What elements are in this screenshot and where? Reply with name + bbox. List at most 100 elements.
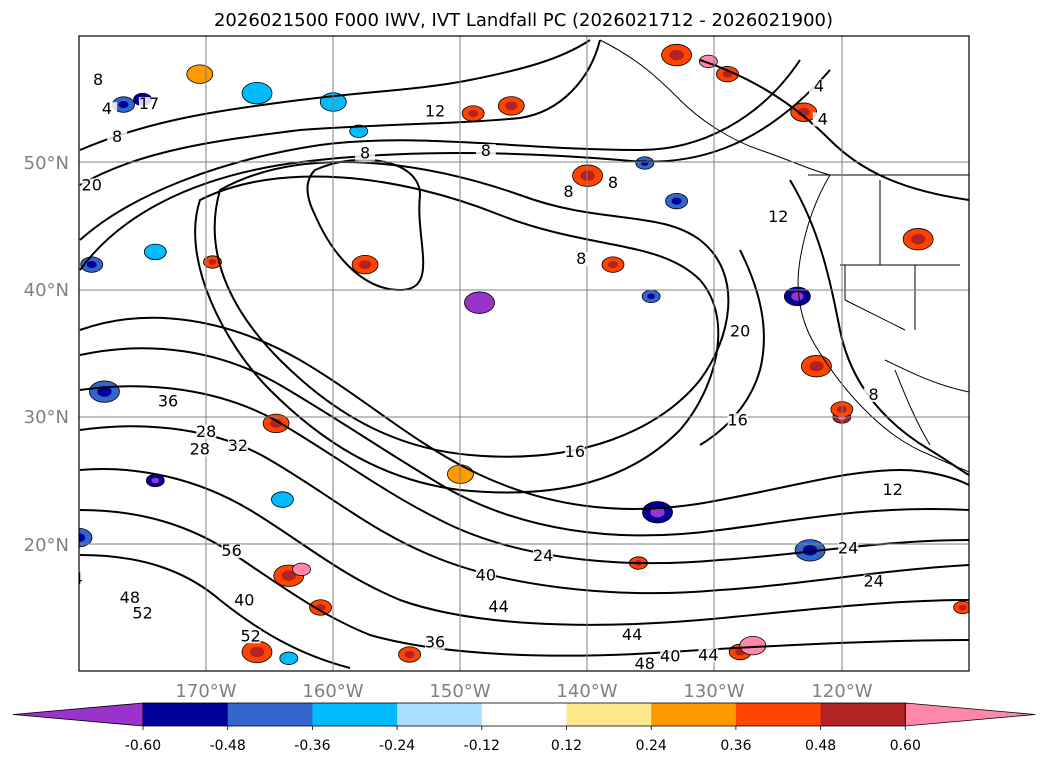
contour-label-background xyxy=(727,413,748,428)
ivt-anomaly-core xyxy=(647,293,655,300)
contour-label: 8 xyxy=(360,144,370,163)
ivt-anomaly-shape xyxy=(241,82,273,105)
contour-label-background xyxy=(119,591,140,606)
ivt-anomaly-core xyxy=(281,570,296,581)
contour-label-background xyxy=(622,627,643,642)
contour-label-background xyxy=(698,648,719,663)
iwv-contour-36-band xyxy=(79,425,969,595)
contour-label-background xyxy=(158,394,178,409)
lat-label-50n: 50°N xyxy=(24,153,69,174)
lat-label-40n: 40°N xyxy=(24,280,69,301)
ivt-anomaly-core xyxy=(468,109,479,118)
latitude-labels: 50°N 40°N 30°N 20°N xyxy=(24,153,69,556)
ivt-anomaly-patch xyxy=(783,286,811,307)
contour-label: 8 xyxy=(869,385,879,404)
contour-label: 56 xyxy=(221,541,241,560)
ivt-anomaly-core xyxy=(650,507,665,518)
contour-label-background xyxy=(425,635,445,650)
contour-label: 8 xyxy=(481,141,491,160)
ivt-anomaly-core xyxy=(151,477,160,484)
ivt-anomaly-core xyxy=(505,101,518,111)
colorbar-tick-label: 0.60 xyxy=(890,738,921,754)
longitude-labels: 170°W 160°W 150°W 140°W 130°W 120°W xyxy=(175,681,872,702)
contour-label-background xyxy=(37,222,57,236)
ivt-anomaly-patch xyxy=(641,289,661,304)
contour-label: 24 xyxy=(863,572,883,591)
ivt-anomaly-patch xyxy=(642,501,673,524)
contour-label: 16 xyxy=(565,442,585,461)
ivt-anomaly-patch xyxy=(349,124,369,138)
ivt-anomaly-patch xyxy=(203,255,222,269)
contour-label: 16 xyxy=(727,410,747,429)
lon-label-170w: 170°W xyxy=(175,681,236,702)
contour-label: 40 xyxy=(660,647,680,666)
contour-label: 28 xyxy=(190,440,210,459)
contour-label-background xyxy=(240,629,261,644)
contour-label: 28 xyxy=(196,422,216,441)
contour-label: 12 xyxy=(768,207,788,226)
colorbar: -0.60 -0.48 -0.36 -0.24 -0.12 0.12 0.24 0.36 0.4… xyxy=(12,702,1036,754)
contour-label-background xyxy=(730,324,751,339)
ivt-anomaly-core xyxy=(791,291,804,301)
contour-label-background xyxy=(812,112,833,127)
iwv-contour-28-band xyxy=(79,347,969,537)
ivt-anomaly-patch xyxy=(461,105,485,122)
ivt-anomaly-shape xyxy=(186,64,214,84)
colorbar-tick-label: -0.36 xyxy=(294,738,330,754)
colorbar-frame xyxy=(142,702,906,727)
contour-label: 36 xyxy=(425,633,445,652)
graticule xyxy=(79,36,969,671)
contour-label: 52 xyxy=(240,626,260,645)
contour-label-background xyxy=(564,445,585,460)
us-mexico-border xyxy=(884,359,969,393)
lon-label-120w: 120°W xyxy=(811,681,872,702)
ivt-anomaly-core xyxy=(608,261,618,269)
iwv-contour-ne xyxy=(699,59,969,201)
colorbar-tick-label: -0.24 xyxy=(379,738,415,754)
ivt-anomaly-patch xyxy=(79,528,93,548)
baja-california xyxy=(894,369,931,446)
colorbar-tick-label: -0.12 xyxy=(464,738,500,754)
ivt-anomaly-patch xyxy=(801,355,832,378)
ivt-anomaly-core xyxy=(297,566,306,573)
colorbar-bin xyxy=(735,703,822,726)
ivt-anomaly-patch xyxy=(292,562,311,577)
colorbar-tick-label: -0.60 xyxy=(125,738,161,754)
colorbar-bin xyxy=(227,703,313,726)
map-frame xyxy=(78,35,970,672)
lat-label-20n: 20°N xyxy=(24,535,69,556)
contour-label-background xyxy=(488,600,509,615)
ivt-anomaly-patch xyxy=(89,380,120,403)
contour-label: 4 xyxy=(102,99,112,118)
lon-label-130w: 130°W xyxy=(683,681,744,702)
ivt-anomaly-core xyxy=(86,261,97,269)
colorbar-bin xyxy=(481,703,567,726)
ivt-anomaly-patch xyxy=(794,539,826,562)
contour-label: 40 xyxy=(476,565,496,584)
iwv-contour-24-band xyxy=(79,316,969,510)
iwv-contour-layer xyxy=(79,39,969,669)
iwv-contour-coast xyxy=(789,179,969,476)
state-border-2 xyxy=(844,299,906,331)
contour-label: 16 xyxy=(37,219,57,238)
contour-label: 48 xyxy=(120,588,140,607)
contour-label-background xyxy=(571,252,592,267)
ivt-anomaly-core xyxy=(249,646,265,658)
contour-label: 24 xyxy=(838,539,858,558)
contour-label-background xyxy=(81,178,102,193)
contour-label: 52 xyxy=(132,603,152,622)
contour-label: 8 xyxy=(563,182,573,201)
map-background xyxy=(79,36,969,671)
contour-label: 40 xyxy=(234,591,254,610)
ivt-anomaly-core xyxy=(472,297,487,308)
north-america-coastline xyxy=(797,174,969,473)
ivt-anomaly-core xyxy=(580,170,595,181)
contour-label-background xyxy=(79,572,83,587)
contour-label-background xyxy=(221,544,242,559)
ivt-anomaly-patch xyxy=(112,96,135,113)
ivt-anomaly-shape xyxy=(271,491,294,508)
ivt-anomaly-patch xyxy=(241,82,273,105)
contour-label: 36 xyxy=(158,391,178,410)
contour-label: 12 xyxy=(425,102,445,121)
